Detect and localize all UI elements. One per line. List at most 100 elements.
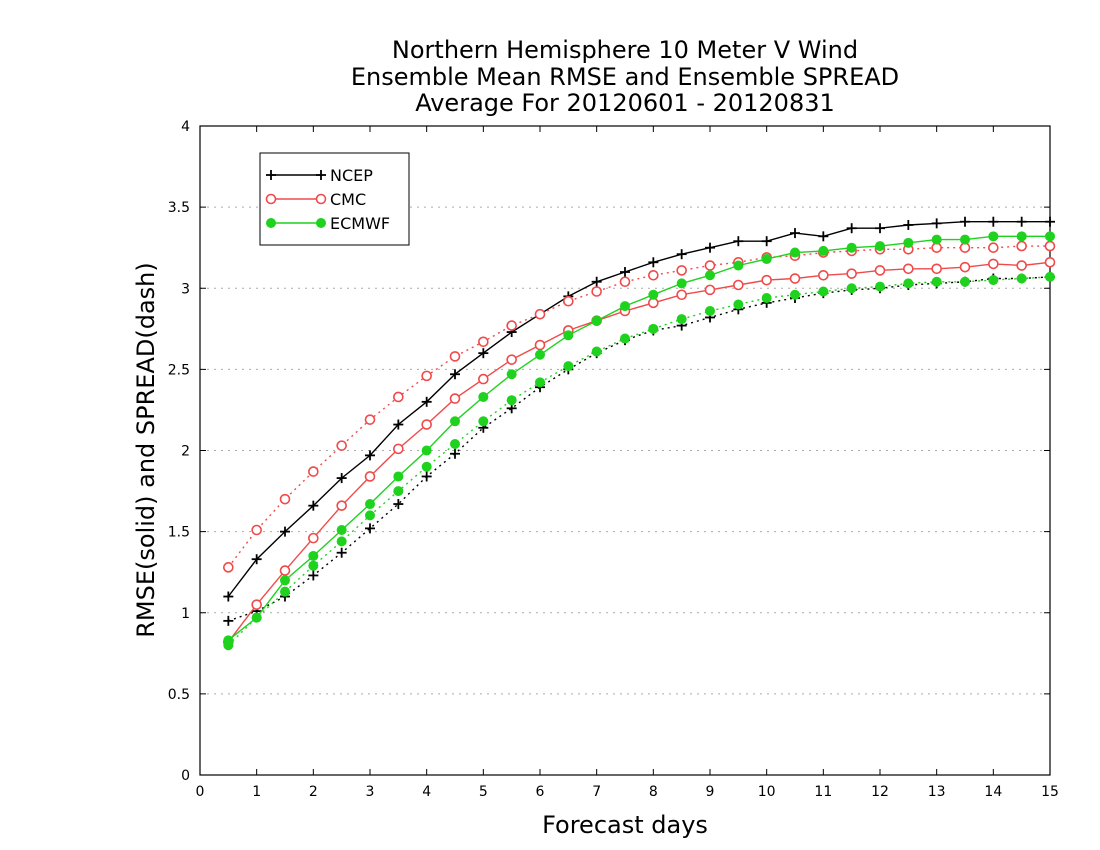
point-ncep-spread (336, 547, 347, 558)
axis-ticks: 00.511.522.533.540 1 2 3 4 5 6 7 8 9 10 11 12 13 14 15 (168, 119, 1059, 800)
point-ecmwf-rmse (421, 445, 432, 456)
point-cmc-rmse (676, 289, 687, 301)
point-ncep-rmse (421, 396, 432, 407)
point-ecmwf-spread (365, 510, 375, 521)
point-ecmwf-spread (676, 314, 687, 325)
y-tick-label: 1 (181, 606, 190, 622)
point-cmc-rmse (818, 269, 829, 281)
x-axis-label: Forecast days (542, 811, 708, 839)
x-tick-label: 4 (422, 784, 431, 800)
point-cmc-spread (364, 414, 376, 425)
point-ncep-rmse (365, 450, 375, 461)
point-ecmwf-spread (535, 377, 545, 388)
point-cmc-spread (619, 276, 631, 288)
point-ncep-rmse (790, 228, 800, 239)
point-ecmwf-spread (648, 323, 659, 334)
point-ecmwf-spread (450, 439, 460, 450)
legend-marker-ncep (316, 170, 326, 180)
x-tick-label: 13 (928, 784, 946, 800)
chart-title-line-2: Ensemble Mean RMSE and Ensemble SPREAD (350, 63, 900, 91)
point-cmc-rmse (988, 258, 999, 270)
point-cmc-rmse (733, 279, 744, 291)
x-tick-label: 3 (366, 784, 375, 800)
point-cmc-spread (704, 260, 716, 271)
point-ncep-rmse (280, 526, 290, 537)
point-ecmwf-spread (620, 333, 630, 344)
point-ncep-spread (365, 523, 375, 534)
x-tick-label: 8 (649, 784, 658, 800)
point-ncep-rmse (676, 249, 687, 260)
point-ecmwf-rmse (846, 242, 857, 253)
point-ecmwf-rmse (875, 241, 885, 252)
x-tick-label: 7 (592, 784, 601, 800)
point-cmc-rmse (449, 393, 461, 404)
point-cmc-spread (1016, 240, 1027, 252)
point-ncep-rmse (450, 369, 460, 380)
point-ncep-rmse (1045, 216, 1055, 227)
point-ncep-rmse (393, 419, 404, 430)
point-cmc-rmse (478, 373, 489, 385)
x-tick-label: 6 (536, 784, 545, 800)
point-cmc-rmse (931, 263, 942, 275)
point-ecmwf-spread (506, 395, 517, 406)
point-ecmwf-rmse (761, 254, 772, 265)
point-cmc-rmse (1044, 256, 1056, 268)
point-cmc-spread (449, 351, 461, 362)
x-tick-label: 0 (196, 784, 205, 800)
point-cmc-spread (534, 308, 546, 320)
point-ecmwf-rmse (648, 289, 659, 300)
point-ecmwf-rmse (903, 237, 914, 248)
point-ncep-rmse (818, 231, 829, 242)
point-ncep-rmse (733, 236, 744, 247)
point-cmc-rmse (251, 599, 262, 610)
point-ecmwf-rmse (818, 245, 829, 256)
series-cmc-spread (223, 240, 1056, 573)
point-ecmwf-rmse (365, 499, 375, 510)
series-ecmwf-spread-line (227, 276, 1051, 646)
point-ecmwf-rmse (280, 575, 290, 586)
x-tick-label: 5 (479, 784, 488, 800)
point-ecmwf-spread (591, 346, 602, 357)
point-ncep-spread (223, 615, 234, 626)
point-ecmwf-spread (846, 283, 857, 294)
point-ncep-rmse (903, 219, 914, 230)
legend-marker-ncep (266, 170, 276, 180)
series-ncep-spread (223, 271, 1055, 626)
series-ncep-rmse (223, 216, 1055, 602)
point-cmc-rmse (874, 265, 886, 276)
point-ecmwf-spread (733, 299, 744, 310)
point-cmc-spread (393, 391, 404, 403)
point-cmc-spread (279, 493, 291, 505)
y-tick-label: 0 (181, 768, 190, 784)
point-ecmwf-rmse (308, 550, 319, 561)
legend-marker-ecmwf (266, 218, 276, 228)
point-ncep-rmse (960, 216, 970, 227)
series-ecmwf-rmse (223, 231, 1055, 646)
point-ncep-rmse (761, 236, 772, 247)
legend-label-cmc: CMC (330, 190, 366, 209)
point-ecmwf-rmse (705, 270, 715, 281)
y-tick-label: 4 (181, 119, 190, 135)
point-ncep-rmse (931, 218, 942, 229)
legend-marker-ecmwf (316, 218, 326, 228)
point-ncep-rmse (988, 216, 999, 227)
point-ncep-rmse (1016, 216, 1027, 227)
point-cmc-rmse (959, 261, 971, 273)
point-cmc-spread (676, 265, 687, 276)
point-ncep-rmse (846, 223, 857, 234)
point-ncep-rmse (705, 242, 715, 253)
y-tick-label: 2 (181, 444, 190, 460)
point-ncep-spread (450, 448, 460, 459)
point-ncep-spread (421, 471, 432, 482)
series-ncep-spread-line (228, 276, 1051, 622)
point-cmc-rmse (279, 565, 291, 576)
point-cmc-spread (648, 269, 659, 281)
point-ecmwf-rmse (478, 391, 489, 402)
point-ecmwf-spread (563, 361, 574, 372)
point-ecmwf-spread (790, 289, 800, 300)
point-cmc-rmse (761, 274, 772, 286)
legend-marker-cmc (315, 193, 327, 205)
point-ecmwf-rmse (563, 330, 574, 341)
point-ecmwf-spread (761, 292, 772, 303)
point-cmc-rmse (336, 500, 347, 511)
